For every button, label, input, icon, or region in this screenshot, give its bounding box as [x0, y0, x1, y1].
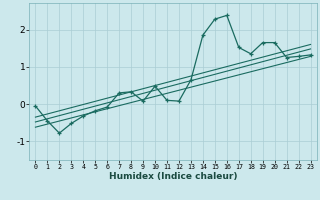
X-axis label: Humidex (Indice chaleur): Humidex (Indice chaleur)	[109, 172, 237, 181]
